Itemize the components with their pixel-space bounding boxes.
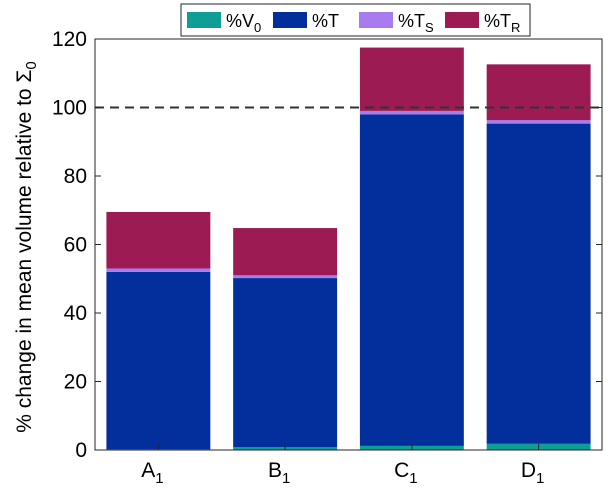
bar-a-series-2 <box>106 268 211 272</box>
x-tick-label-sub: 1 <box>536 470 544 487</box>
legend-label-3: %TR <box>484 11 520 35</box>
y-tick-label: 20 <box>64 371 87 394</box>
bar-a-series-3 <box>106 211 211 269</box>
bar-c-series-2 <box>359 110 464 115</box>
legend-label-sub: 0 <box>254 20 261 35</box>
bars-group <box>106 47 591 450</box>
y-axis-label-main: % change in mean volume relative to Σ <box>13 70 36 433</box>
legend: %V0 %T %TS %TR <box>180 3 531 37</box>
x-tick-label-b: B1 <box>268 459 290 487</box>
bar-c-series-3 <box>359 47 464 111</box>
legend-label-base: %T <box>398 11 425 31</box>
bar-d-series-3 <box>486 64 591 121</box>
y-tick-label: 80 <box>64 165 87 188</box>
bar-b-series-3 <box>233 228 338 276</box>
bar-b-series-1 <box>233 278 338 448</box>
legend-swatch-1 <box>273 12 307 28</box>
legend-swatch-2 <box>359 12 393 28</box>
bar-a-series-1 <box>106 271 211 450</box>
y-axis-label: % change in mean volume relative to Σ0 <box>13 61 40 433</box>
bar-d-series-1 <box>486 123 591 444</box>
y-tick-label: 60 <box>64 234 87 257</box>
legend-label-0: %V0 <box>226 11 261 35</box>
legend-swatch-3 <box>445 12 479 28</box>
x-tick-label-base: D <box>521 459 536 482</box>
y-tick-label: 40 <box>64 302 87 325</box>
legend-label-base: %T <box>484 11 511 31</box>
x-tick-label-d: D1 <box>521 459 545 487</box>
bar-c-series-1 <box>359 114 464 446</box>
x-tick-label-base: C <box>394 459 409 482</box>
y-tick-label: 0 <box>75 439 87 462</box>
y-tick-label: 120 <box>52 28 87 51</box>
x-tick-label-base: A <box>141 459 155 482</box>
legend-label-base: %V <box>226 11 254 31</box>
x-tick-label-base: B <box>268 459 282 482</box>
legend-label-2: %TS <box>398 11 434 35</box>
x-tick-label-c: C1 <box>394 459 418 487</box>
x-tick-label-sub: 1 <box>409 470 417 487</box>
x-tick-label-sub: 1 <box>282 470 290 487</box>
legend-label-sub: R <box>511 20 520 35</box>
legend-label-sub: S <box>425 20 434 35</box>
bar-b-series-2 <box>233 275 338 279</box>
legend-label-1: %T <box>312 11 339 31</box>
y-tick-label: 100 <box>52 97 87 120</box>
y-axis-label-sub: 0 <box>23 61 40 69</box>
legend-swatch-0 <box>187 12 221 28</box>
legend-label-base: %T <box>312 11 339 31</box>
x-tick-label-sub: 1 <box>155 470 163 487</box>
bar-d-series-2 <box>486 120 591 124</box>
x-tick-label-a: A1 <box>141 459 163 487</box>
